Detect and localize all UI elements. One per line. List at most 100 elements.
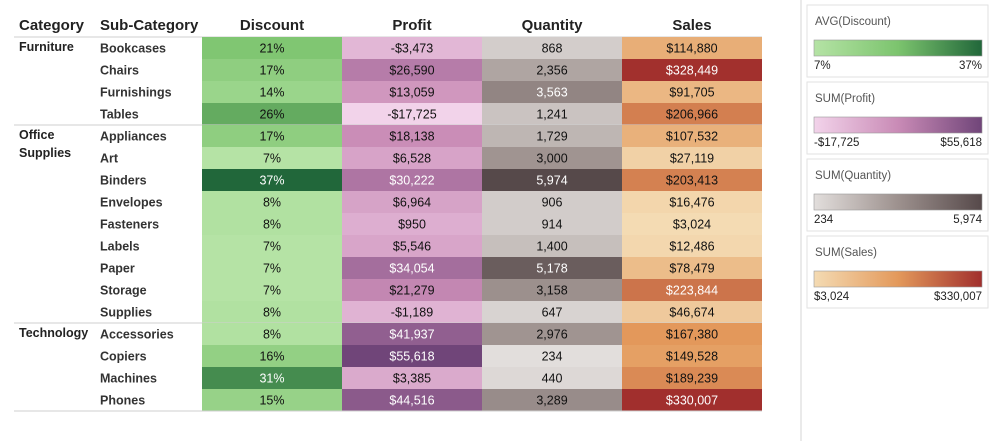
column-header: Discount bbox=[240, 17, 304, 34]
column-header: Sales bbox=[672, 17, 711, 34]
legend-min: -$17,725 bbox=[814, 137, 859, 149]
cell bbox=[202, 301, 342, 323]
legend-max: 37% bbox=[959, 60, 982, 72]
cell-label: 3,563 bbox=[536, 85, 567, 99]
cell bbox=[622, 147, 762, 169]
sub-category-label: Copiers bbox=[100, 349, 147, 363]
cell bbox=[482, 367, 622, 389]
cell bbox=[622, 235, 762, 257]
cell bbox=[482, 257, 622, 279]
cell-label: 914 bbox=[542, 217, 563, 231]
legend-max: 5,974 bbox=[953, 214, 982, 226]
cell-label: $12,486 bbox=[669, 239, 714, 253]
cell bbox=[342, 389, 482, 411]
category-label: Technology bbox=[19, 326, 89, 340]
cell bbox=[482, 235, 622, 257]
category-label: Furniture bbox=[19, 40, 74, 54]
sub-category-label: Machines bbox=[100, 371, 157, 385]
cell bbox=[622, 81, 762, 103]
cell bbox=[622, 367, 762, 389]
sub-category-label: Furnishings bbox=[100, 85, 172, 99]
cell-label: $107,532 bbox=[666, 129, 718, 143]
sub-category-label: Accessories bbox=[100, 327, 174, 341]
legend-max: $330,007 bbox=[934, 291, 982, 303]
cell-label: $189,239 bbox=[666, 371, 718, 385]
cell-label: 1,241 bbox=[536, 107, 567, 121]
legend-ramp bbox=[813, 193, 983, 211]
cell-label: 1,400 bbox=[536, 239, 567, 253]
cell bbox=[622, 125, 762, 147]
cell-label: $46,674 bbox=[669, 305, 714, 319]
cell-label: 868 bbox=[542, 41, 563, 55]
sub-category-label: Tables bbox=[100, 107, 139, 121]
cell bbox=[202, 323, 342, 345]
legend-min: $3,024 bbox=[814, 291, 850, 303]
row-header: Sub-Category bbox=[100, 17, 199, 34]
cell-label: 1,729 bbox=[536, 129, 567, 143]
cell-label: $950 bbox=[398, 217, 426, 231]
cell-label: $18,138 bbox=[389, 129, 434, 143]
cell-label: $5,546 bbox=[393, 239, 431, 253]
cell-label: $26,590 bbox=[389, 63, 434, 77]
cell bbox=[202, 367, 342, 389]
cell bbox=[202, 147, 342, 169]
cell bbox=[482, 147, 622, 169]
cell bbox=[342, 59, 482, 81]
cell bbox=[482, 213, 622, 235]
cell-label: 8% bbox=[263, 305, 281, 319]
cell-label: $3,385 bbox=[393, 371, 431, 385]
cell bbox=[202, 213, 342, 235]
cell-label: 16% bbox=[259, 349, 284, 363]
cell-label: -$17,725 bbox=[387, 107, 436, 121]
cell-label: $30,222 bbox=[389, 173, 434, 187]
cell bbox=[622, 301, 762, 323]
cell bbox=[342, 169, 482, 191]
cell-label: 3,158 bbox=[536, 283, 567, 297]
cell-label: 8% bbox=[263, 217, 281, 231]
cell-label: -$1,189 bbox=[391, 305, 433, 319]
sub-category-label: Chairs bbox=[100, 63, 139, 77]
cell bbox=[342, 257, 482, 279]
cell bbox=[482, 125, 622, 147]
column-header: Profit bbox=[392, 17, 431, 34]
cell-label: $167,380 bbox=[666, 327, 718, 341]
cell bbox=[342, 147, 482, 169]
legend-ramp bbox=[813, 39, 983, 57]
cell bbox=[202, 191, 342, 213]
cell bbox=[342, 323, 482, 345]
cell-label: 31% bbox=[259, 371, 284, 385]
cell bbox=[342, 279, 482, 301]
cell bbox=[622, 103, 762, 125]
cell bbox=[482, 37, 622, 59]
cell bbox=[342, 81, 482, 103]
legend-title: SUM(Profit) bbox=[815, 93, 875, 105]
category-text: Furniture bbox=[19, 40, 74, 54]
cell bbox=[622, 345, 762, 367]
cell bbox=[202, 345, 342, 367]
cell-label: 440 bbox=[542, 371, 563, 385]
cell-label: $34,054 bbox=[389, 261, 434, 275]
legend-max: $55,618 bbox=[940, 137, 982, 149]
category-text: Office Supplies bbox=[19, 128, 72, 160]
cell-label: 5,178 bbox=[536, 261, 567, 275]
cell-label: $223,844 bbox=[666, 283, 718, 297]
cell bbox=[202, 279, 342, 301]
cell-label: 26% bbox=[259, 107, 284, 121]
cell-label: 7% bbox=[263, 261, 281, 275]
cell bbox=[482, 191, 622, 213]
cell-label: $21,279 bbox=[389, 283, 434, 297]
cell bbox=[482, 103, 622, 125]
category-text: Technology bbox=[19, 326, 89, 340]
cell bbox=[342, 235, 482, 257]
cell bbox=[342, 213, 482, 235]
cell-label: $13,059 bbox=[389, 85, 434, 99]
cell bbox=[622, 323, 762, 345]
cell bbox=[202, 169, 342, 191]
sub-category-label: Labels bbox=[100, 239, 140, 253]
cell bbox=[482, 169, 622, 191]
cell-label: $114,880 bbox=[666, 41, 717, 55]
row-header: Category bbox=[19, 17, 85, 34]
cell bbox=[202, 103, 342, 125]
sub-category-label: Supplies bbox=[100, 305, 152, 319]
